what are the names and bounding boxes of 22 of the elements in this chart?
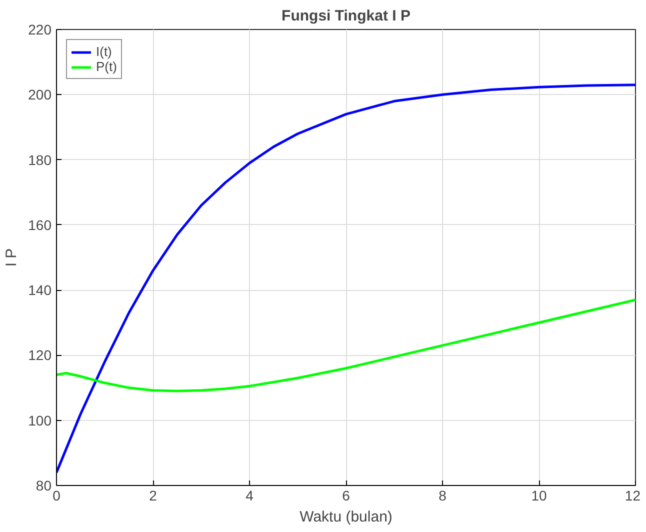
x-tick-label: 2 (149, 488, 158, 504)
x-tick-label: 0 (52, 488, 61, 504)
legend-label: I(t) (96, 44, 113, 59)
y-tick-label: 100 (28, 412, 52, 428)
y-tick-label: 160 (28, 216, 52, 233)
y-tick-label: 200 (28, 86, 52, 103)
x-tick-label: 4 (246, 488, 254, 504)
y-tick-label: 180 (28, 152, 52, 168)
y-tick-label: 140 (28, 282, 52, 298)
x-tick-label: 12 (624, 488, 641, 504)
x-tick-label: 6 (342, 488, 350, 504)
x-tick-label: 10 (531, 488, 547, 504)
x-tick-label: 8 (438, 488, 447, 504)
line-series (56, 298, 636, 392)
line-series (56, 84, 636, 474)
legend-label: P(t) (96, 59, 117, 74)
y-tick-label: 220 (28, 22, 52, 38)
chart-title: Fungsi Tingkat I P (282, 8, 410, 24)
x-axis-title: Waktu (bulan) (300, 508, 392, 526)
y-axis-title: I P (3, 248, 20, 267)
y-tick-label: 80 (36, 478, 52, 494)
y-tick-label: 120 (28, 347, 52, 364)
